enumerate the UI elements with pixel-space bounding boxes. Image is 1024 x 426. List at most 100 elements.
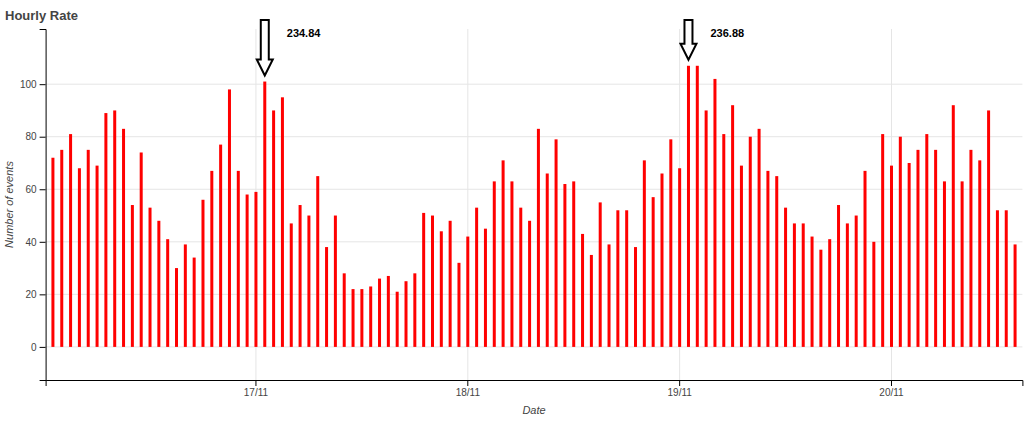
bar	[475, 208, 478, 347]
bar	[687, 66, 690, 347]
bar	[881, 134, 884, 347]
tick-label: 60	[25, 184, 37, 195]
bar	[60, 150, 63, 347]
bar	[237, 171, 240, 347]
chart: 0 20 40 60 80 100 17/11 18/11 19/11 20/11 Hourly R…	[0, 0, 1024, 426]
tick: 20	[25, 289, 45, 300]
grid-line	[46, 294, 1023, 295]
bar	[157, 221, 160, 347]
tick-mark	[679, 380, 680, 386]
bar	[201, 200, 204, 347]
bar	[802, 223, 805, 346]
bar	[316, 176, 319, 347]
bar	[484, 229, 487, 347]
bar	[916, 150, 919, 347]
bar	[678, 168, 681, 347]
x-axis: 17/11 18/11 19/11 20/11	[46, 380, 1023, 398]
bar	[828, 239, 831, 347]
tick: 100	[20, 79, 46, 90]
bar	[246, 195, 249, 347]
bar	[740, 166, 743, 347]
bar	[537, 129, 540, 347]
y-axis: 0 20 40 60 80 100	[20, 30, 46, 381]
bar	[766, 171, 769, 347]
bar	[925, 134, 928, 347]
bar	[713, 79, 716, 347]
bar	[307, 216, 310, 347]
bar	[387, 276, 390, 347]
bar	[669, 139, 672, 347]
bar	[228, 89, 231, 346]
bar	[590, 255, 593, 347]
axis-line	[40, 30, 47, 381]
bar	[440, 231, 443, 347]
bar	[175, 268, 178, 347]
bar	[78, 168, 81, 347]
tick: 80	[25, 131, 45, 142]
bar	[634, 247, 637, 347]
tick: 0	[31, 342, 46, 353]
tick-mark	[40, 294, 46, 295]
bar	[263, 82, 266, 347]
bar	[96, 166, 99, 347]
bar	[934, 150, 937, 347]
bar	[104, 113, 107, 347]
bar	[69, 134, 72, 347]
bar	[652, 197, 655, 347]
bar	[616, 210, 619, 347]
y-axis-title: Number of events	[3, 161, 15, 248]
bar	[166, 239, 169, 347]
bar	[987, 110, 990, 346]
bar	[396, 292, 399, 347]
bar	[811, 237, 814, 347]
tick-mark	[40, 242, 46, 243]
bar	[140, 152, 143, 346]
bar	[837, 205, 840, 347]
bar	[855, 216, 858, 347]
tick-label: 0	[31, 342, 37, 353]
bar	[431, 216, 434, 347]
tick-mark	[40, 347, 46, 348]
x-axis-title: Date	[522, 404, 545, 416]
bar	[519, 208, 522, 347]
bar	[360, 289, 363, 347]
bar	[978, 160, 981, 347]
bar	[961, 181, 964, 347]
bar	[705, 110, 708, 346]
grid-line	[46, 241, 1023, 242]
grid-line	[46, 136, 1023, 137]
bar	[599, 202, 602, 346]
bar	[510, 181, 513, 347]
bar	[546, 173, 549, 346]
bars	[51, 66, 1016, 347]
bar	[784, 208, 787, 347]
arrow	[257, 20, 273, 76]
bar	[608, 244, 611, 346]
bar	[943, 181, 946, 347]
bar	[184, 244, 187, 346]
bar	[1005, 210, 1008, 347]
tick-label: 17/11	[244, 387, 269, 398]
bar	[846, 223, 849, 346]
grid	[46, 29, 1023, 380]
bar	[281, 97, 284, 347]
tick: 40	[25, 237, 45, 248]
bar	[413, 273, 416, 347]
tick-label: 19/11	[667, 387, 692, 398]
bar	[572, 181, 575, 347]
bar	[731, 105, 734, 347]
tick-label: 18/11	[456, 387, 481, 398]
bar	[290, 223, 293, 346]
bar	[563, 184, 566, 347]
annotation: 234.84	[287, 27, 322, 39]
tick-label: 80	[25, 131, 37, 142]
bar	[51, 158, 54, 347]
bar	[149, 208, 152, 347]
bar	[122, 129, 125, 347]
bar	[722, 134, 725, 347]
title: Hourly Rate	[5, 8, 78, 23]
bar	[696, 66, 699, 347]
tick-label: 20/11	[879, 387, 904, 398]
annotations: 234.84236.88	[257, 20, 744, 76]
bar	[343, 273, 346, 347]
